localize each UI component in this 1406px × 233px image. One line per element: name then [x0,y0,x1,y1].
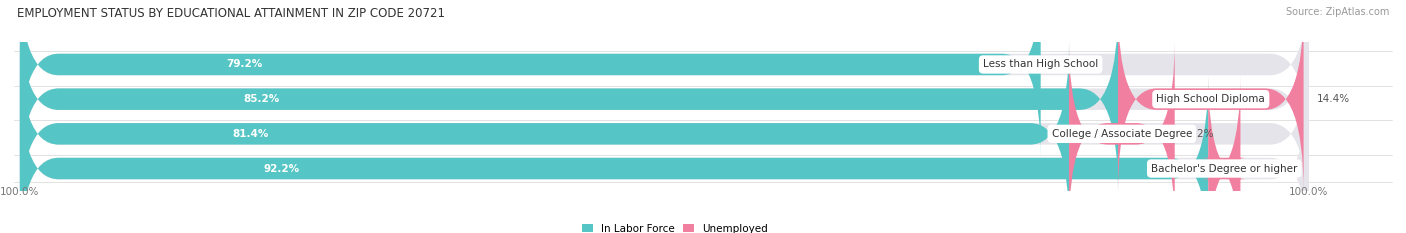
FancyBboxPatch shape [20,6,1309,192]
FancyBboxPatch shape [20,0,1040,158]
Text: Less than High School: Less than High School [983,59,1098,69]
Text: High School Diploma: High School Diploma [1156,94,1265,104]
Text: 8.2%: 8.2% [1188,129,1215,139]
Text: Source: ZipAtlas.com: Source: ZipAtlas.com [1285,7,1389,17]
Text: 14.4%: 14.4% [1316,94,1350,104]
Text: Bachelor's Degree or higher: Bachelor's Degree or higher [1152,164,1298,174]
Text: EMPLOYMENT STATUS BY EDUCATIONAL ATTAINMENT IN ZIP CODE 20721: EMPLOYMENT STATUS BY EDUCATIONAL ATTAINM… [17,7,444,20]
FancyBboxPatch shape [20,41,1069,227]
Text: 79.2%: 79.2% [226,59,263,69]
FancyBboxPatch shape [20,6,1118,192]
FancyBboxPatch shape [20,41,1309,227]
Text: College / Associate Degree: College / Associate Degree [1052,129,1192,139]
FancyBboxPatch shape [20,0,1309,158]
Legend: In Labor Force, Unemployed: In Labor Force, Unemployed [582,224,768,233]
FancyBboxPatch shape [1118,6,1303,192]
Text: 2.5%: 2.5% [1253,164,1279,174]
Text: 92.2%: 92.2% [263,164,299,174]
FancyBboxPatch shape [1202,75,1247,233]
Text: 81.4%: 81.4% [232,129,269,139]
Text: 85.2%: 85.2% [243,94,280,104]
Text: 100.0%: 100.0% [0,187,39,197]
FancyBboxPatch shape [1069,41,1175,227]
Text: 0.0%: 0.0% [1053,59,1080,69]
FancyBboxPatch shape [20,75,1208,233]
Text: 100.0%: 100.0% [1289,187,1329,197]
FancyBboxPatch shape [20,75,1309,233]
